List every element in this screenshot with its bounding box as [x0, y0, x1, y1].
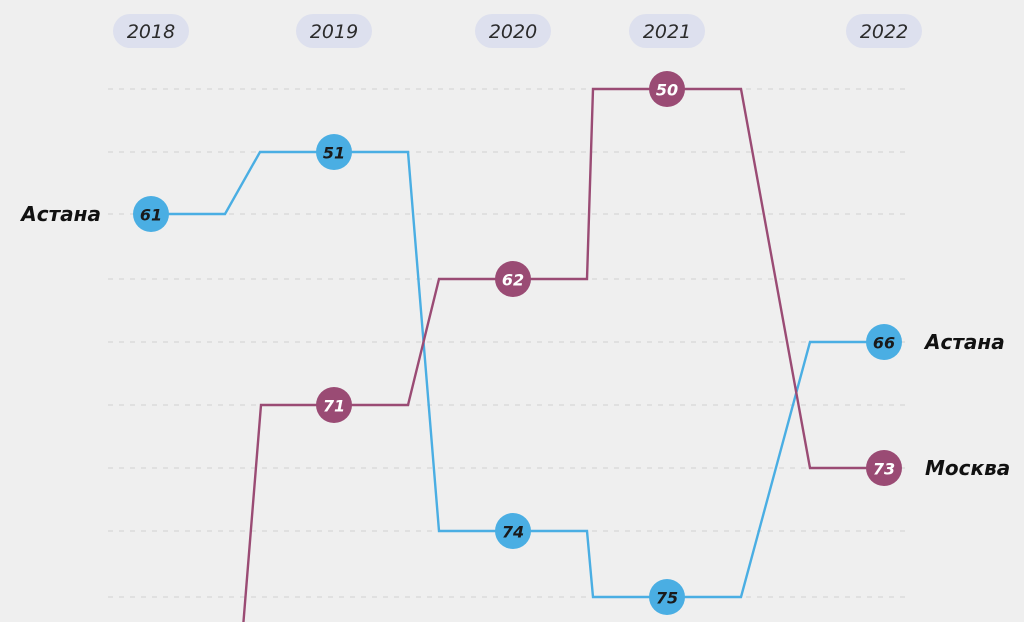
data-point: 66	[866, 324, 902, 360]
year-pill-background	[475, 14, 551, 48]
data-point-marker	[133, 196, 169, 232]
data-point-marker	[866, 450, 902, 486]
year-label: 2018	[127, 21, 175, 43]
year-label: 2019	[310, 21, 358, 43]
year-labels: 2018 2019 2020 2021 2022	[113, 14, 922, 48]
grid-lines	[108, 88, 906, 598]
series-start-label: Астана	[19, 202, 101, 226]
year-pill-background	[846, 14, 922, 48]
year-label: 2022	[860, 21, 908, 43]
data-point: 51	[316, 134, 352, 170]
year-pill-background	[296, 14, 372, 48]
year-pill-2021: 2021	[629, 14, 705, 48]
data-label: 74	[502, 523, 524, 542]
data-point: 62	[495, 261, 531, 297]
series-markers: 61 51 74 75 66 71 62 50 73	[133, 71, 902, 615]
data-point-marker	[316, 387, 352, 423]
series-end-label: Астана	[923, 330, 1005, 354]
year-pill-2019: 2019	[296, 14, 372, 48]
data-label: 61	[140, 206, 162, 225]
year-pill-background	[629, 14, 705, 48]
year-label: 2021	[643, 21, 691, 43]
data-point: 61	[133, 196, 169, 232]
data-label: 62	[502, 271, 524, 290]
series-end-label: Москва	[925, 456, 1010, 480]
data-point: 73	[866, 450, 902, 486]
series-labels: Астана Астана Москва	[19, 202, 1010, 480]
year-pill-2020: 2020	[475, 14, 551, 48]
data-point-marker	[316, 134, 352, 170]
data-point-marker	[866, 324, 902, 360]
data-point: 75	[649, 579, 685, 615]
data-point-marker	[649, 579, 685, 615]
data-label: 75	[656, 589, 678, 608]
data-label: 66	[873, 334, 895, 353]
data-label: 51	[323, 144, 345, 163]
year-pill-background	[113, 14, 189, 48]
data-label: 50	[656, 81, 678, 100]
data-point-marker	[649, 71, 685, 107]
data-label: 73	[873, 460, 895, 479]
data-label: 71	[323, 397, 345, 416]
data-point: 71	[316, 387, 352, 423]
data-point: 50	[649, 71, 685, 107]
year-pill-2022: 2022	[846, 14, 922, 48]
data-point-marker	[495, 513, 531, 549]
data-point-marker	[495, 261, 531, 297]
data-point: 74	[495, 513, 531, 549]
year-pill-2018: 2018	[113, 14, 189, 48]
year-label: 2020	[489, 21, 537, 43]
